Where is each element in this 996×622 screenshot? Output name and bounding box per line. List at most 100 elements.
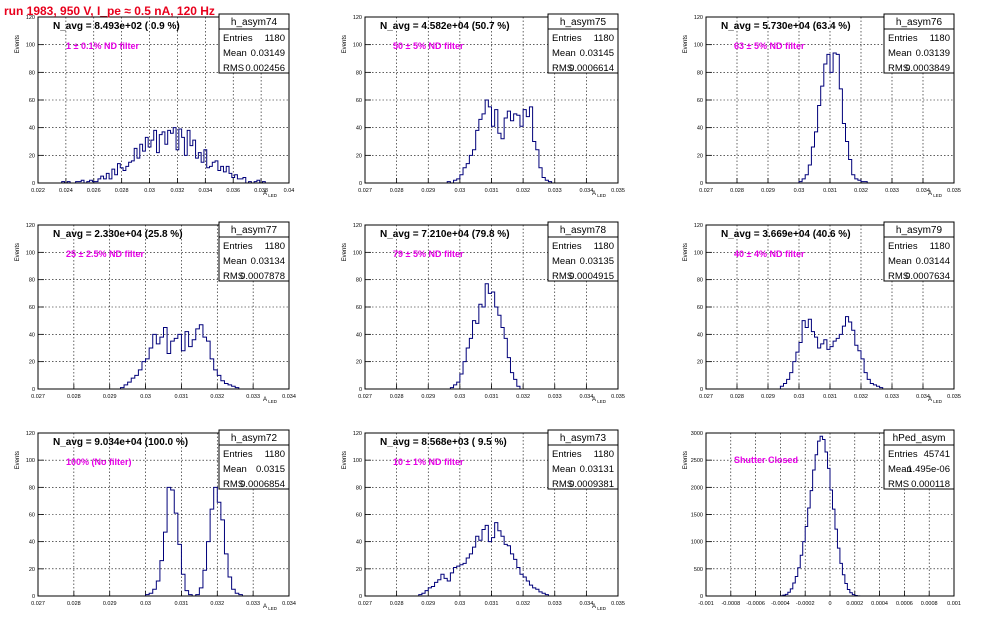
x-tick-label: 0.031 xyxy=(823,394,837,400)
y-tick-label: 0 xyxy=(32,594,35,600)
histogram-panel-h_asym73: 0.027 0.028 0.029 0.03 0.031 0.032 0.033 0.034 0… xyxy=(342,429,625,611)
y-tick-label: 1500 xyxy=(691,513,703,519)
y-tick-label: 500 xyxy=(694,567,703,573)
plot-frame xyxy=(364,432,619,597)
x-tick-label: 0.03 xyxy=(140,394,151,400)
stats-value-entries: 1180 xyxy=(265,33,285,44)
plot-frame xyxy=(364,224,619,390)
stats-label-mean: Mean xyxy=(223,256,247,267)
y-tick-label: 100 xyxy=(26,43,35,49)
plot-frame xyxy=(705,432,955,597)
y-tick-label: 40 xyxy=(29,332,35,338)
n-avg-label: N_avg = 3.669e+04 (40.6 %) xyxy=(721,229,851,240)
y-tick-label: 0 xyxy=(700,181,703,187)
y-axis-label: Events xyxy=(683,451,689,469)
x-tick-label: 0.035 xyxy=(947,188,961,194)
y-tick-label: 20 xyxy=(356,567,362,573)
stats-label-mean: Mean xyxy=(552,464,576,475)
stats-value-entries: 1180 xyxy=(265,241,285,252)
stats-value-rms: 0.002456 xyxy=(245,63,285,74)
y-tick-label: 3000 xyxy=(691,431,703,437)
x-tick-label: -0.0002 xyxy=(796,601,815,607)
x-tick-label: 0.03 xyxy=(455,188,466,194)
y-tick-label: 60 xyxy=(29,305,35,311)
y-tick-label: 120 xyxy=(694,223,703,229)
run-title: run 1983, 950 V, I_pe ≈ 0.5 nA, 120 Hz xyxy=(4,4,215,18)
histogram-panel-h_asym74: 0.022 0.024 0.026 0.028 0.03 0.032 0.034 0.036 0… xyxy=(15,13,295,198)
y-tick-label: 80 xyxy=(697,278,703,284)
y-tick-label: 120 xyxy=(353,15,362,21)
y-tick-label: 80 xyxy=(356,485,362,491)
y-tick-label: 80 xyxy=(29,70,35,76)
x-tick-label: 0.027 xyxy=(699,394,713,400)
histogram-series xyxy=(779,435,861,597)
x-tick-label: 0.028 xyxy=(67,601,81,607)
stats-box xyxy=(218,13,290,74)
filter-annotation: 100% (No filter) xyxy=(66,457,132,467)
y-axis-label: Events xyxy=(342,243,348,261)
y-tick-label: 100 xyxy=(26,458,35,464)
stats-label-mean: Mean xyxy=(888,464,912,475)
n-avg-label: N_avg = 8.493e+02 ( 0.9 %) xyxy=(53,21,180,32)
y-tick-label: 20 xyxy=(29,567,35,573)
y-tick-label: 60 xyxy=(697,98,703,104)
y-tick-label: 100 xyxy=(694,43,703,49)
x-tick-label: 0.03 xyxy=(794,188,805,194)
x-tick-label: -0.0006 xyxy=(746,601,765,607)
stats-box xyxy=(883,13,955,74)
y-tick-label: 100 xyxy=(26,250,35,256)
x-tick-label: 0.027 xyxy=(31,394,45,400)
x-axis-label: A LED xyxy=(263,191,278,198)
x-tick-label: 0.03 xyxy=(794,394,805,400)
y-tick-label: 120 xyxy=(353,431,362,437)
x-tick-label: 0.033 xyxy=(246,394,260,400)
x-tick-label: 0.029 xyxy=(421,601,435,607)
y-tick-label: 120 xyxy=(26,223,35,229)
y-tick-label: 20 xyxy=(29,153,35,159)
x-tick-label: 0.0008 xyxy=(921,601,938,607)
histogram-panel-h_asym76: 0.027 0.028 0.029 0.03 0.031 0.032 0.033 0.034 0… xyxy=(683,13,961,198)
x-tick-label: 0.034 xyxy=(282,601,296,607)
histogram-name: h_asym75 xyxy=(560,17,607,28)
stats-value-rms: 0.0006614 xyxy=(569,63,614,74)
stats-label-rms: RMS xyxy=(552,479,573,490)
histogram-panel-h_asym77: 0.027 0.028 0.029 0.03 0.031 0.032 0.033 0.034 0… xyxy=(15,221,296,404)
histogram-name: h_asym76 xyxy=(896,17,943,28)
stats-label-rms: RMS xyxy=(888,63,909,74)
histogram-series xyxy=(446,99,555,184)
y-tick-label: 20 xyxy=(29,360,35,366)
x-tick-label: 0.03 xyxy=(144,188,155,194)
y-tick-label: 120 xyxy=(26,431,35,437)
x-tick-label: 0.027 xyxy=(358,601,372,607)
x-tick-label: 0.032 xyxy=(516,601,530,607)
x-tick-label: 0.026 xyxy=(87,188,101,194)
y-tick-label: 20 xyxy=(697,153,703,159)
x-tick-label: 0.034 xyxy=(579,188,593,194)
stats-label-mean: Mean xyxy=(552,48,576,59)
n-avg-label: N_avg = 4.582e+04 (50.7 %) xyxy=(380,21,510,32)
y-tick-label: 40 xyxy=(356,332,362,338)
x-tick-label: 0.031 xyxy=(485,188,499,194)
stats-value-entries: 1180 xyxy=(930,33,950,44)
x-tick-label: 0.028 xyxy=(115,188,129,194)
stats-box xyxy=(218,221,290,282)
y-tick-label: 20 xyxy=(356,360,362,366)
x-tick-label: 0.027 xyxy=(699,188,713,194)
stats-value-rms: 0.0007634 xyxy=(905,271,950,282)
stats-value-rms: 0.0009381 xyxy=(569,479,614,490)
histogram-series xyxy=(58,127,269,184)
stats-value-mean: 0.03135 xyxy=(580,256,614,267)
x-tick-label: 0.04 xyxy=(284,188,295,194)
x-tick-label: 0.028 xyxy=(390,188,404,194)
plot-frame xyxy=(364,16,619,184)
x-tick-label: 0.032 xyxy=(516,394,530,400)
y-tick-label: 40 xyxy=(697,126,703,132)
x-tick-label: 0.031 xyxy=(175,601,189,607)
stats-value-mean: 0.0315 xyxy=(256,464,285,475)
x-tick-label: 0.029 xyxy=(761,188,775,194)
histogram-panel-h_asym79: 0.027 0.028 0.029 0.03 0.031 0.032 0.033 0.034 0… xyxy=(683,221,961,404)
plot-frame xyxy=(37,224,290,390)
y-tick-label: 0 xyxy=(700,387,703,393)
x-tick-label: 0.032 xyxy=(171,188,185,194)
stats-label-mean: Mean xyxy=(888,256,912,267)
